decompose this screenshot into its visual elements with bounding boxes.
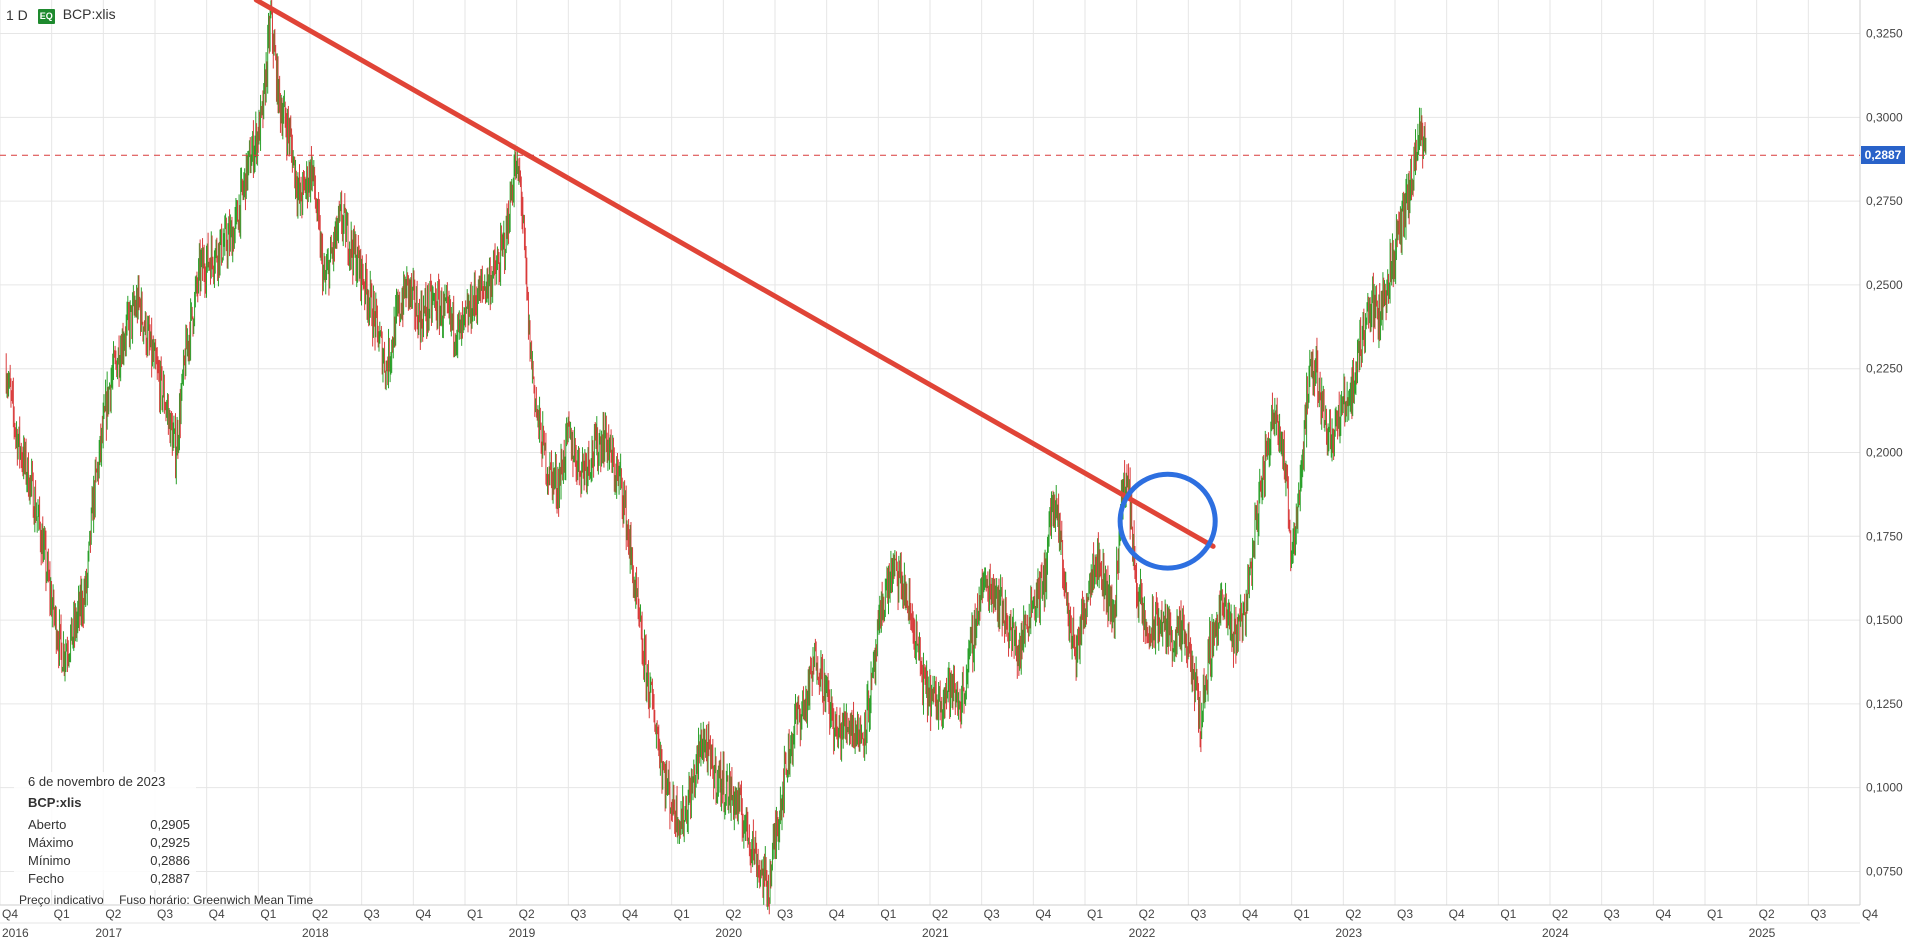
x-tick-label: Q1 <box>880 907 896 921</box>
x-year-label: 2017 <box>95 926 122 940</box>
y-tick-label: 0,3000 <box>1866 110 1903 124</box>
x-year-label: 2018 <box>302 926 329 940</box>
x-year-label: 2020 <box>715 926 742 940</box>
x-tick-label: Q2 <box>519 907 535 921</box>
y-tick-label: 0,0750 <box>1866 864 1903 878</box>
last-price-flag: 0,2887 <box>1861 146 1905 165</box>
info-value: 0,2925 <box>150 835 190 850</box>
x-tick-label: Q2 <box>1759 907 1775 921</box>
x-tick-label: Q2 <box>1345 907 1361 921</box>
equity-badge: EQ <box>37 9 55 24</box>
info-label: Máximo <box>28 835 74 850</box>
x-year-label: 2023 <box>1335 926 1362 940</box>
x-tick-label: Q1 <box>1500 907 1516 921</box>
y-tick-label: 0,1750 <box>1866 529 1903 543</box>
x-tick-label: Q1 <box>1294 907 1310 921</box>
x-year-label: 2021 <box>922 926 949 940</box>
chart-footer: Preço indicativo Fuso horário: Greenwich… <box>19 893 325 907</box>
x-year-label: 2024 <box>1542 926 1569 940</box>
info-value: 0,2887 <box>150 871 190 886</box>
x-tick-label: Q3 <box>1604 907 1620 921</box>
x-tick-label: Q4 <box>209 907 225 921</box>
price-note: Preço indicativo <box>19 893 104 907</box>
info-value: 0,2886 <box>150 853 190 868</box>
y-tick-label: 0,2500 <box>1866 278 1903 292</box>
x-tick-label: Q4 <box>622 907 638 921</box>
info-label: Mínimo <box>28 853 71 868</box>
ohlc-info-box: 6 de novembro de 2023 BCP:xlis Aberto 0,… <box>14 772 196 890</box>
x-tick-label: Q4 <box>1449 907 1465 921</box>
x-tick-label: Q4 <box>1035 907 1051 921</box>
x-tick-label: Q2 <box>932 907 948 921</box>
x-tick-label: Q2 <box>1139 907 1155 921</box>
trendline <box>253 0 1216 549</box>
x-tick-label: Q3 <box>984 907 1000 921</box>
timeframe-selector[interactable]: 1 D <box>6 7 28 23</box>
x-tick-label: Q4 <box>415 907 431 921</box>
y-tick-label: 0,2750 <box>1866 194 1903 208</box>
timezone-note: Fuso horário: Greenwich Mean Time <box>119 893 314 907</box>
x-tick-label: Q3 <box>1810 907 1826 921</box>
x-tick-label: Q4 <box>1862 907 1878 921</box>
info-symbol: BCP:xlis <box>28 795 82 810</box>
x-year-label: 2016 <box>2 926 29 940</box>
x-tick-label: Q1 <box>1707 907 1723 921</box>
x-year-label: 2025 <box>1749 926 1776 940</box>
x-tick-label: Q1 <box>54 907 70 921</box>
x-tick-label: Q2 <box>312 907 328 921</box>
x-tick-label: Q1 <box>467 907 483 921</box>
info-row-open: Aberto 0,2905 <box>28 816 190 834</box>
info-date: 6 de novembro de 2023 <box>28 774 166 789</box>
x-tick-label: Q2 <box>725 907 741 921</box>
x-tick-label: Q3 <box>364 907 380 921</box>
x-tick-label: Q3 <box>777 907 793 921</box>
x-tick-label: Q4 <box>1655 907 1671 921</box>
y-tick-label: 0,3250 <box>1866 27 1903 41</box>
x-tick-label: Q2 <box>105 907 121 921</box>
info-label: Fecho <box>28 871 65 886</box>
info-label: Aberto <box>28 817 67 832</box>
info-row-low: Mínimo 0,2886 <box>28 852 190 870</box>
y-tick-label: 0,2000 <box>1866 446 1903 460</box>
symbol-group[interactable]: EQ BCP:xlis <box>37 6 116 24</box>
y-tick-label: 0,1000 <box>1866 781 1903 795</box>
x-tick-label: Q4 <box>829 907 845 921</box>
x-tick-label: Q1 <box>260 907 276 921</box>
chart-header: 1 D EQ BCP:xlis <box>6 6 116 24</box>
x-tick-label: Q1 <box>674 907 690 921</box>
highlight-circle <box>1117 471 1218 571</box>
y-tick-label: 0,1500 <box>1866 613 1903 627</box>
info-row-high: Máximo 0,2925 <box>28 834 190 852</box>
x-tick-label: Q3 <box>157 907 173 921</box>
x-tick-label: Q3 <box>1190 907 1206 921</box>
x-tick-label: Q3 <box>570 907 586 921</box>
x-tick-label: Q1 <box>1087 907 1103 921</box>
x-tick-label: Q3 <box>1397 907 1413 921</box>
x-tick-label: Q2 <box>1552 907 1568 921</box>
y-tick-label: 0,2250 <box>1866 362 1903 376</box>
info-row-close: Fecho 0,2887 <box>28 870 190 888</box>
x-year-label: 2022 <box>1129 926 1156 940</box>
y-tick-label: 0,1250 <box>1866 697 1903 711</box>
x-year-label: 2019 <box>509 926 536 940</box>
symbol-label[interactable]: BCP:xlis <box>62 6 116 22</box>
x-tick-label: Q4 <box>1242 907 1258 921</box>
x-tick-label: Q4 <box>2 907 18 921</box>
info-value: 0,2905 <box>150 817 190 832</box>
